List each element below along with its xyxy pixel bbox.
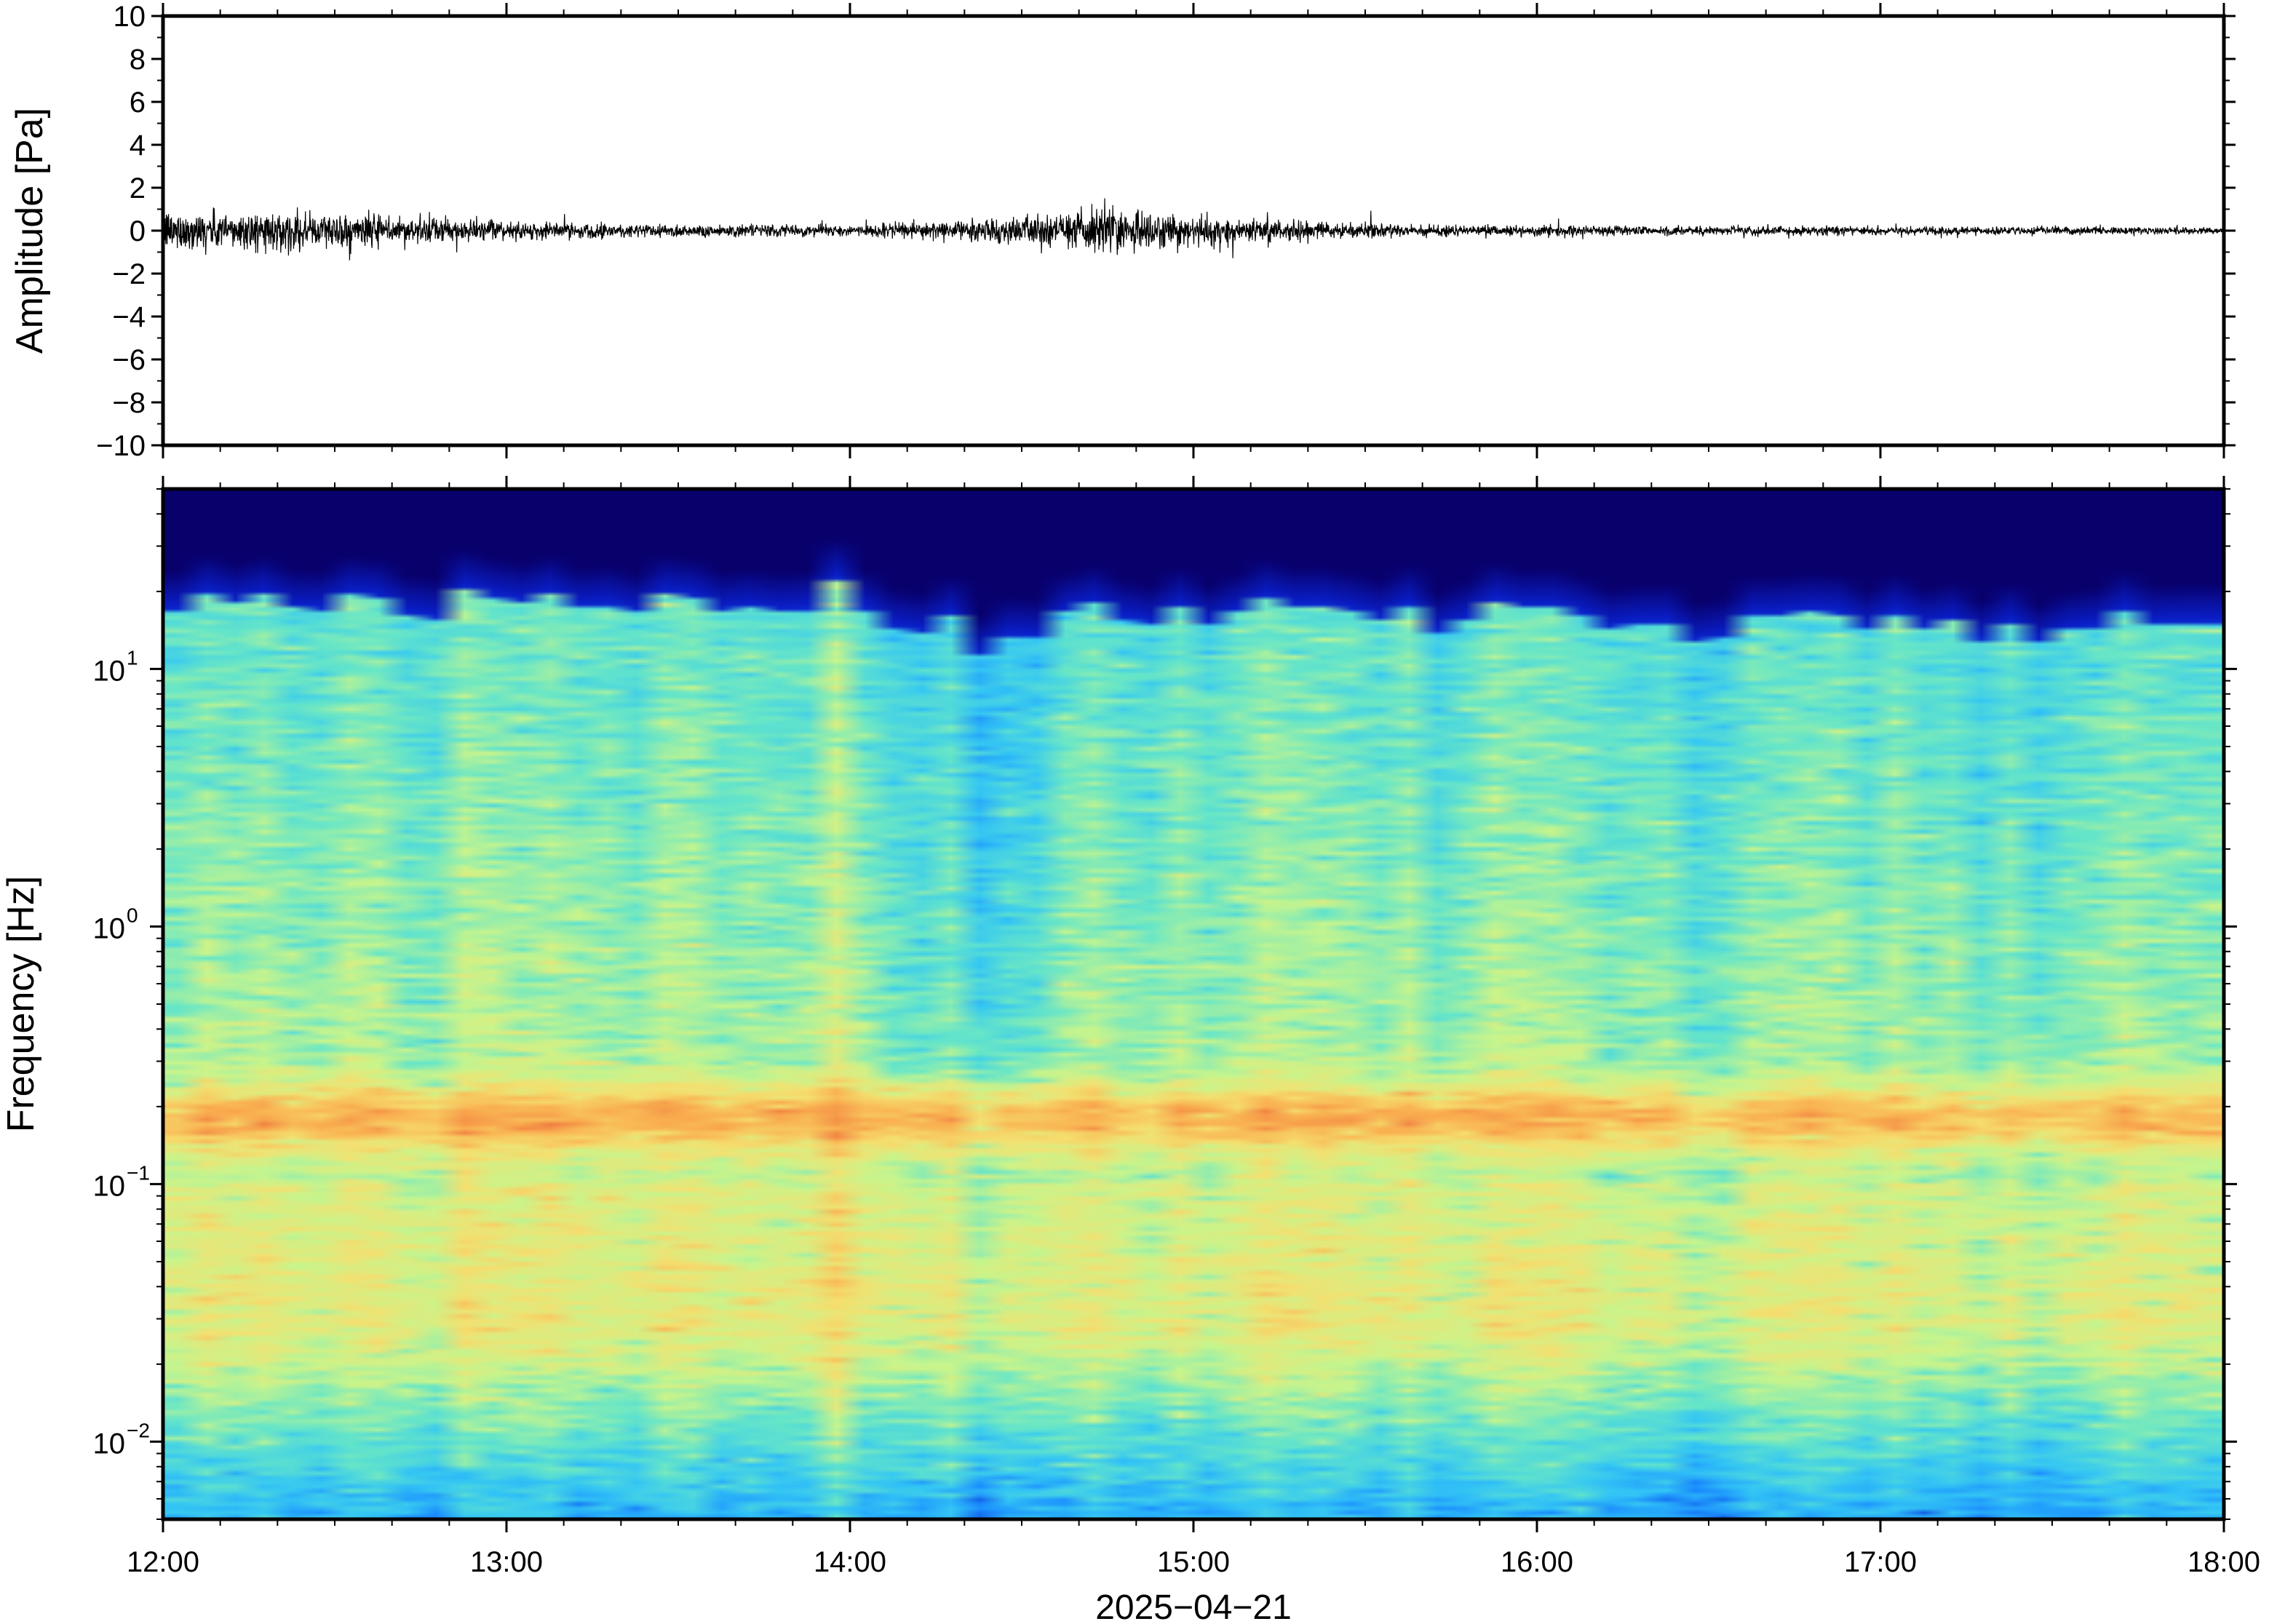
- amplitude-plot-frame: [161, 14, 2226, 447]
- frequency-y-tick-exponent: −2: [127, 1419, 150, 1441]
- spectrogram-heatmap: [163, 489, 2224, 1519]
- frequency-y-tick-label: 10: [93, 655, 126, 687]
- amplitude-y-ticks: 10 8 6 4 2 0 −2 −4 −6 −8 −10: [96, 1, 2236, 462]
- amplitude-y-tick-label: 6: [130, 87, 146, 119]
- amplitude-y-tick-label: 2: [130, 172, 146, 204]
- x-tick-label: 15:00: [1157, 1546, 1230, 1578]
- amplitude-y-tick-label: 10: [114, 1, 146, 33]
- frequency-y-tick-label: 10: [93, 1170, 126, 1202]
- amplitude-trace: [162, 198, 2225, 260]
- x-tick-label: 16:00: [1501, 1546, 1573, 1578]
- frequency-y-tick-exponent: −1: [127, 1161, 150, 1184]
- amplitude-waveform: [162, 198, 2225, 260]
- x-tick-label: 12:00: [127, 1546, 199, 1578]
- x-tick-label: 13:00: [470, 1546, 543, 1578]
- amplitude-y-tick-label: −2: [112, 258, 146, 290]
- amplitude-y-axis-title: Amplitude [Pa]: [9, 108, 51, 354]
- amplitude-y-tick-label: 8: [130, 44, 146, 76]
- amplitude-panel: 10 8 6 4 2 0 −2 −4 −6 −8 −10 Amplitude [Pa]: [9, 1, 2236, 462]
- spectrogram-plot-frame: [161, 487, 2226, 1521]
- spectrogram-y-axis-title: Frequency [Hz]: [0, 876, 42, 1133]
- x-tick-label: 14:00: [814, 1546, 886, 1578]
- date-label: 2025−04−21: [1095, 1588, 1292, 1624]
- amplitude-y-tick-label: −10: [96, 430, 146, 462]
- frequency-y-tick-label: 10: [93, 912, 126, 944]
- amplitude-y-tick-label: 4: [130, 130, 146, 162]
- x-tick-label: 18:00: [2187, 1546, 2260, 1578]
- amplitude-x-ticks: [162, 3, 2225, 458]
- frequency-y-tick-exponent: 1: [127, 646, 138, 669]
- frequency-y-tick-exponent: 0: [127, 904, 138, 926]
- x-tick-label: 17:00: [1844, 1546, 1917, 1578]
- amplitude-y-tick-label: −8: [112, 387, 146, 419]
- amplitude-y-tick-label: 0: [130, 215, 146, 247]
- amplitude-y-tick-label: −6: [112, 344, 146, 376]
- amplitude-y-tick-label: −4: [112, 301, 146, 333]
- frequency-y-tick-label: 10: [93, 1428, 126, 1460]
